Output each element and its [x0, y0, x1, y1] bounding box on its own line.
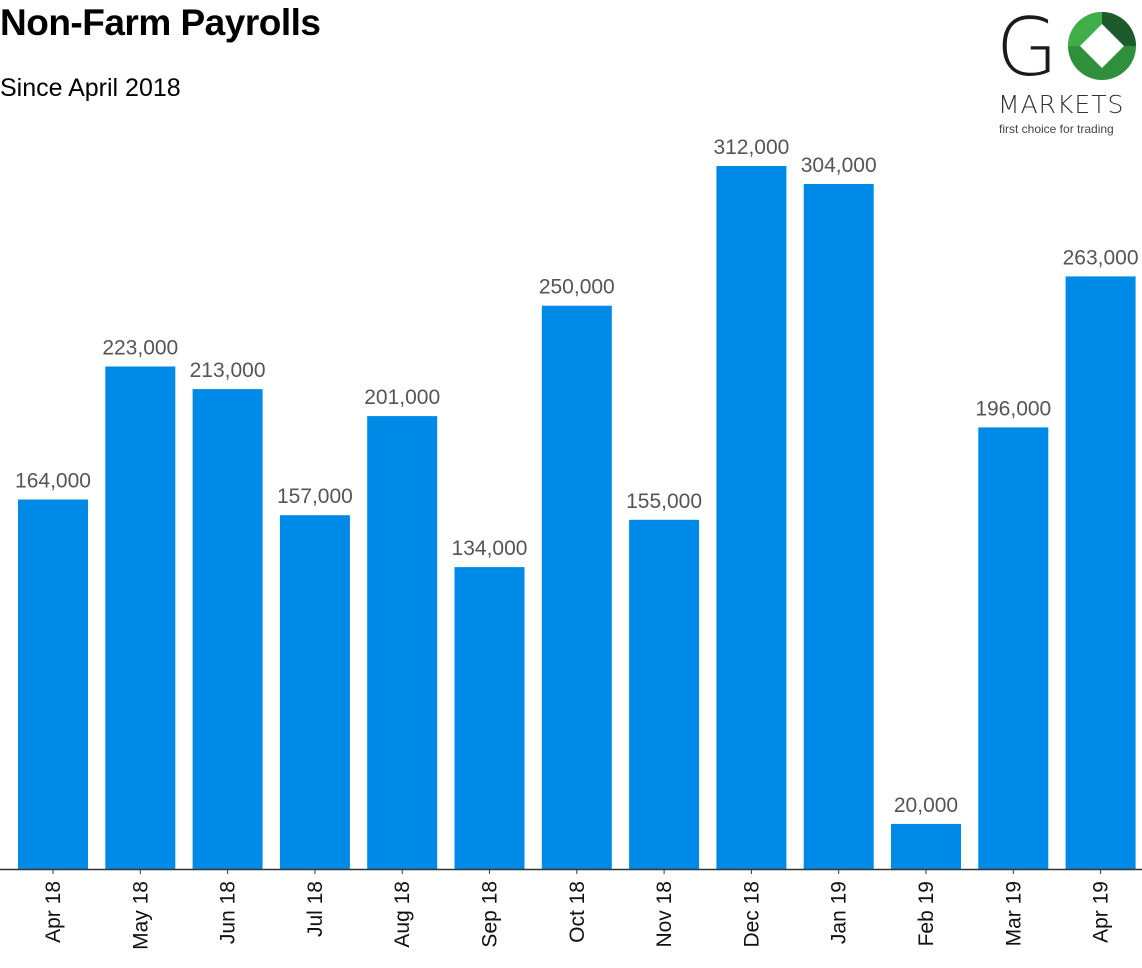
data-label: 250,000	[539, 276, 615, 299]
bar-dec-18	[716, 166, 787, 869]
x-tick-label: Jan 19	[828, 881, 851, 944]
x-tick-label: Nov 18	[653, 881, 676, 948]
x-tick-label: Oct 18	[566, 881, 589, 943]
x-tick-label: Dec 18	[740, 881, 763, 948]
data-label: 155,000	[626, 490, 702, 513]
bar-jun-18	[192, 389, 263, 869]
bar-may-18	[105, 366, 176, 869]
x-tick-label: Jun 18	[217, 881, 240, 944]
x-tick-label: Apr 18	[42, 881, 65, 943]
x-tick-label: Sep 18	[479, 881, 502, 948]
x-tick-label: Feb 19	[915, 881, 938, 946]
bar-mar-19	[978, 427, 1049, 869]
data-label: 196,000	[975, 397, 1051, 420]
x-tick-label: Mar 19	[1002, 881, 1025, 946]
x-tick-label: Jul 18	[304, 881, 327, 937]
bar-aug-18	[367, 416, 438, 869]
bar-sep-18	[454, 567, 525, 869]
logo-wordmark: MARKETS	[998, 90, 1125, 119]
x-tick-label: Apr 19	[1090, 881, 1113, 943]
bar-jan-19	[803, 184, 874, 869]
bar-feb-19	[891, 823, 961, 869]
data-label: 213,000	[190, 359, 266, 382]
x-tick-label: Aug 18	[391, 881, 414, 948]
data-label: 304,000	[801, 154, 877, 177]
data-label: 201,000	[364, 386, 440, 409]
bar-oct-18	[541, 305, 612, 869]
data-label: 312,000	[713, 136, 789, 159]
go-markets-logo: G MARKETS first choice for trading	[996, 8, 1142, 138]
logo-tagline: first choice for trading	[999, 122, 1114, 136]
chart-title: Non-Farm Payrolls	[0, 2, 321, 43]
data-label: 263,000	[1063, 246, 1139, 269]
bar-jul-18	[279, 515, 350, 869]
logo-letter-g: G	[996, 1, 1058, 94]
bar-apr-19	[1065, 276, 1136, 869]
data-label: 20,000	[894, 794, 958, 817]
data-label: 134,000	[452, 537, 528, 560]
bar-nov-18	[629, 519, 700, 869]
data-label: 157,000	[277, 485, 353, 508]
bar-apr-18	[18, 499, 88, 869]
chart-subtitle: Since April 2018	[0, 74, 181, 102]
data-label: 164,000	[15, 470, 91, 493]
data-label: 223,000	[102, 337, 178, 360]
x-tick-label: May 18	[129, 881, 152, 950]
logo-diamond-o-icon	[1068, 12, 1136, 80]
